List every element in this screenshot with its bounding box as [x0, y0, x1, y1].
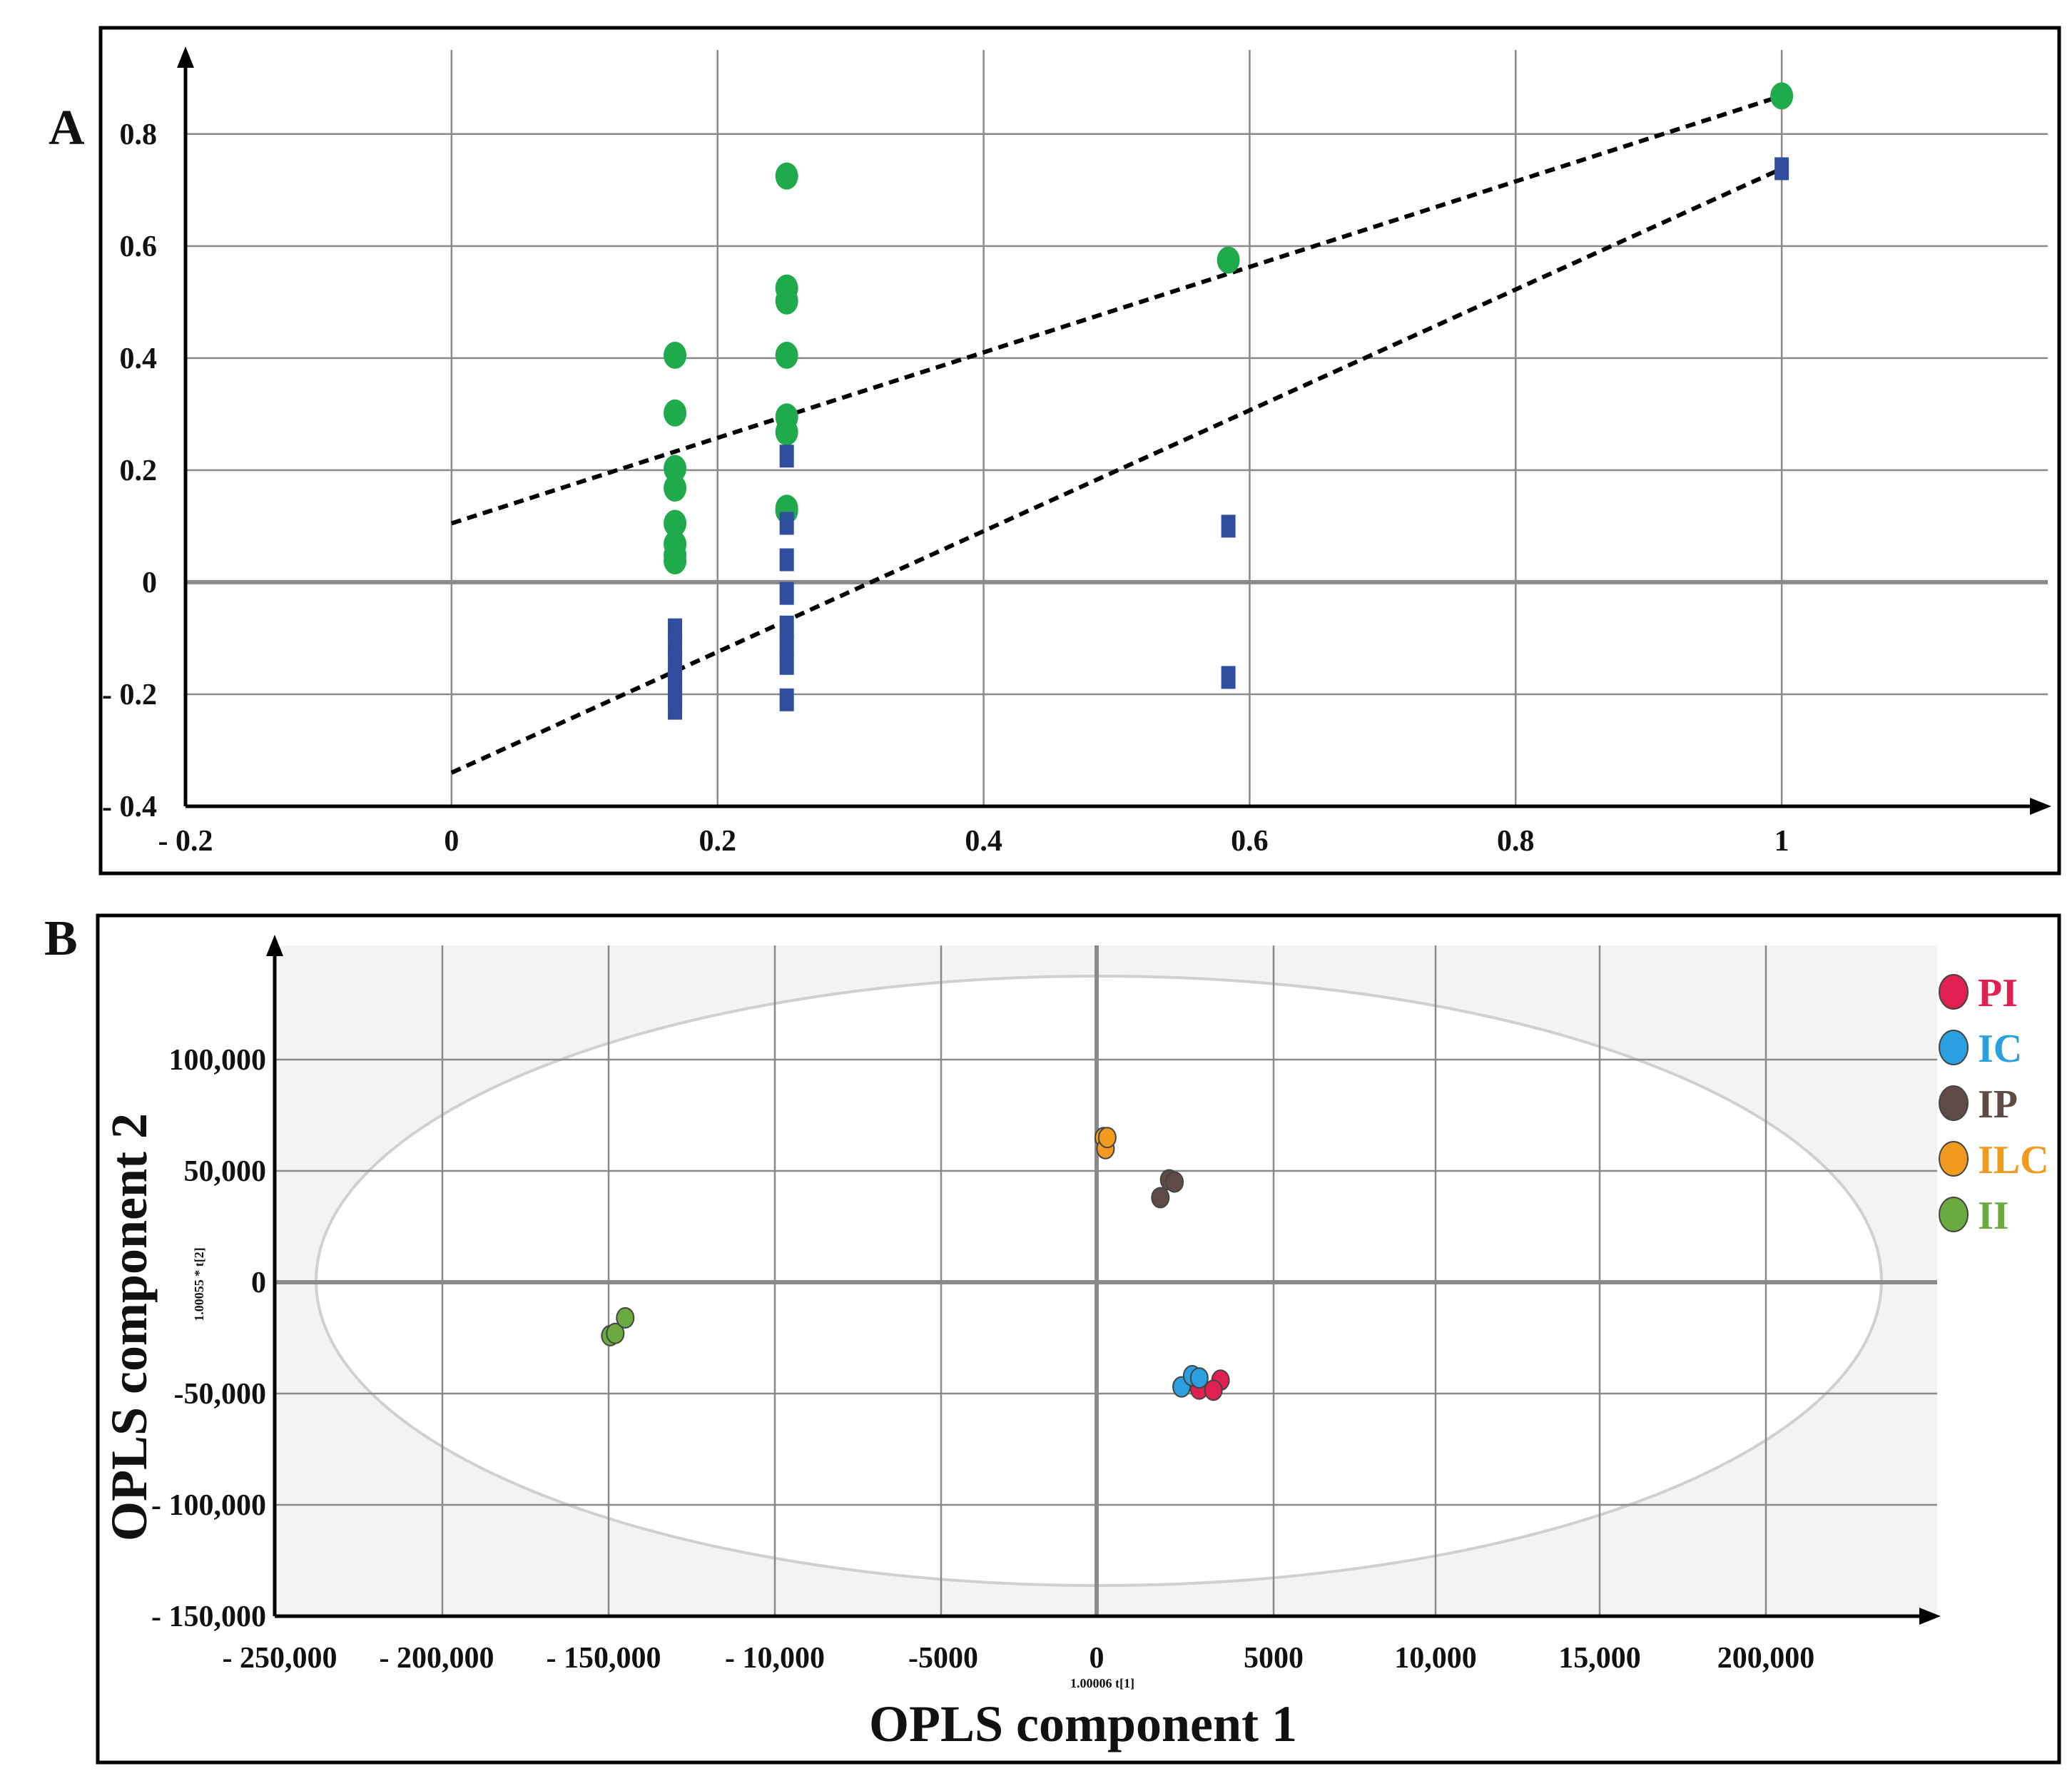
- panel-b-y-tick-label: - 100,000: [151, 1489, 266, 1522]
- panel-a-point-q2: [1221, 666, 1236, 689]
- panel-b-y-small-label: 1.00055 * t[2]: [192, 1247, 206, 1321]
- panel-a-x-tick-label: 0: [444, 825, 459, 858]
- panel-a-x-tick-label: 0.6: [1231, 825, 1269, 858]
- panel-b-grid: [275, 945, 1937, 1616]
- panel-b-x-tick-label: 10,000: [1394, 1642, 1477, 1675]
- panel-a-point-r2: [775, 162, 798, 190]
- panel-a-y-tick-label: 0.8: [120, 118, 158, 151]
- panel-b-axes: [266, 935, 1941, 1625]
- panel-b-x-tick-label: 15,000: [1558, 1642, 1641, 1675]
- panel-a-trend-lines: [450, 93, 1783, 775]
- panel-b-point-ip: [1165, 1171, 1184, 1193]
- panel-b-x-axis-arrow: [1919, 1608, 1941, 1625]
- legend-label-pi: PI: [1978, 971, 2018, 1015]
- panel-b-x-axis-title: OPLS component 1: [869, 1695, 1297, 1752]
- panel-b-frame: [96, 913, 2061, 1765]
- panel-a-y-tick-label: - 0.2: [102, 679, 157, 711]
- panel-a-point-r2: [664, 509, 687, 537]
- panel-b-x-tick-label: - 150,000: [547, 1642, 661, 1675]
- panel-b-point-ic: [1189, 1367, 1209, 1389]
- panel-b-point-ilc: [1097, 1127, 1117, 1149]
- panel-b-x-tick-label: 5000: [1244, 1642, 1304, 1675]
- panel-b-y-axis-title: OPLS component 2: [101, 1113, 158, 1541]
- legend-label-ilc: ILC: [1978, 1138, 2049, 1182]
- panel-a-trend-line-1: [450, 93, 1783, 526]
- legend-marker-ilc: [1939, 1141, 1969, 1177]
- panel-a: A - 0.4- 0.200.20.40.60.8- 0.2 0 0.2 0.4 0.6…: [49, 26, 2061, 876]
- panel-a-point-r2: [775, 287, 798, 315]
- panel-a-x-tick-label: - 0.2: [158, 825, 213, 858]
- panel-a-point-q2: [779, 512, 794, 535]
- panel-a-point-r2: [664, 547, 687, 575]
- panel-b-x-tick-label: 200,000: [1717, 1642, 1815, 1675]
- panel-a-point-q2: [779, 615, 794, 639]
- panel-b-x-tick-label: - 250,000: [223, 1642, 337, 1675]
- panel-b: B - 150,000 - 100,000 -50,000 0 50,000 100,00…: [44, 911, 2061, 1765]
- panel-b-x-tick-label: 0: [1090, 1642, 1104, 1675]
- panel-b-y-tick-label: 50,000: [184, 1155, 267, 1188]
- panel-b-letter: B: [44, 911, 78, 966]
- panel-a-point-r2: [664, 399, 687, 427]
- legend-label-ic: IC: [1978, 1027, 2022, 1071]
- panel-a-y-tick-label: 0: [142, 567, 157, 599]
- panel-a-y-tick-label: 0.6: [120, 230, 158, 263]
- panel-a-point-r2: [664, 455, 687, 482]
- panel-b-point-ii: [616, 1306, 635, 1329]
- legend-label-ip: IP: [1978, 1082, 2018, 1127]
- panel-b-x-tick-label: - 10,000: [725, 1642, 825, 1675]
- legend-marker-ip: [1939, 1085, 1969, 1121]
- panel-a-point-r2: [775, 341, 798, 369]
- panel-a-trend-line-2: [450, 166, 1783, 775]
- panel-b-point-ip: [1151, 1187, 1170, 1209]
- panel-b-point-ii: [606, 1322, 625, 1344]
- panel-b-y-axis-arrow: [266, 935, 283, 956]
- panel-a-y-tick-label: 0.2: [120, 455, 158, 487]
- panel-a-tick-labels: - 0.4- 0.200.20.40.60.8- 0.2 0 0.2 0.4 0.6 0.…: [102, 118, 1789, 858]
- panel-a-grid: [186, 50, 2048, 806]
- legend-label-ii: II: [1978, 1194, 2009, 1238]
- panel-a-points: [664, 82, 1794, 720]
- panel-a-point-q2: [779, 548, 794, 572]
- panel-a-frame: [98, 26, 2061, 876]
- panel-a-point-q2: [779, 651, 794, 675]
- panel-b-y-tick-label: 0: [251, 1267, 266, 1299]
- panel-b-y-tick-label: -50,000: [174, 1378, 267, 1411]
- legend-marker-ii: [1939, 1197, 1969, 1232]
- legend-marker-pi: [1939, 974, 1969, 1010]
- panel-a-point-q2: [668, 696, 683, 720]
- panel-b-point-pi: [1204, 1379, 1223, 1401]
- panel-a-point-r2: [664, 475, 687, 502]
- panel-a-point-r2: [1217, 246, 1240, 274]
- panel-b-y-tick-label: 100,000: [169, 1044, 267, 1077]
- panel-a-y-tick-label: - 0.4: [102, 791, 157, 823]
- panel-a-point-r2: [775, 418, 798, 446]
- panel-a-point-r2: [664, 341, 687, 369]
- panel-b-x-small-label: 1.00006 t[1]: [1070, 1676, 1134, 1690]
- panel-a-x-tick-label: 1: [1774, 825, 1789, 858]
- panel-a-y-tick-label: 0.4: [120, 342, 158, 375]
- panel-b-tick-labels: - 150,000 - 100,000 -50,000 0 50,000 100,000 -…: [151, 1044, 1814, 1675]
- panel-a-letter: A: [49, 101, 85, 156]
- panel-a-y-axis-arrow: [177, 46, 194, 68]
- panel-b-legend: PI IC IP ILC II: [1939, 971, 2049, 1238]
- panel-a-point-q2: [779, 582, 794, 605]
- panel-a-x-tick-label: 0.8: [1497, 825, 1535, 858]
- panel-a-x-axis-arrow: [2030, 798, 2051, 815]
- panel-b-x-tick-label: - 200,000: [380, 1642, 494, 1675]
- panel-a-x-tick-label: 0.4: [965, 825, 1002, 858]
- panel-b-points: [601, 1127, 1230, 1401]
- panel-a-x-tick-label: 0.2: [699, 825, 736, 858]
- panel-a-point-q2: [779, 445, 794, 468]
- panel-b-y-tick-label: - 150,000: [151, 1600, 266, 1633]
- panel-a-point-q2: [1221, 514, 1236, 538]
- panel-b-x-tick-label: -5000: [908, 1642, 978, 1675]
- panel-a-axes: [177, 46, 2051, 815]
- panel-a-point-q2: [1774, 157, 1789, 181]
- panel-a-point-r2: [1770, 82, 1794, 110]
- panel-a-point-q2: [779, 688, 794, 711]
- legend-marker-ic: [1939, 1030, 1969, 1065]
